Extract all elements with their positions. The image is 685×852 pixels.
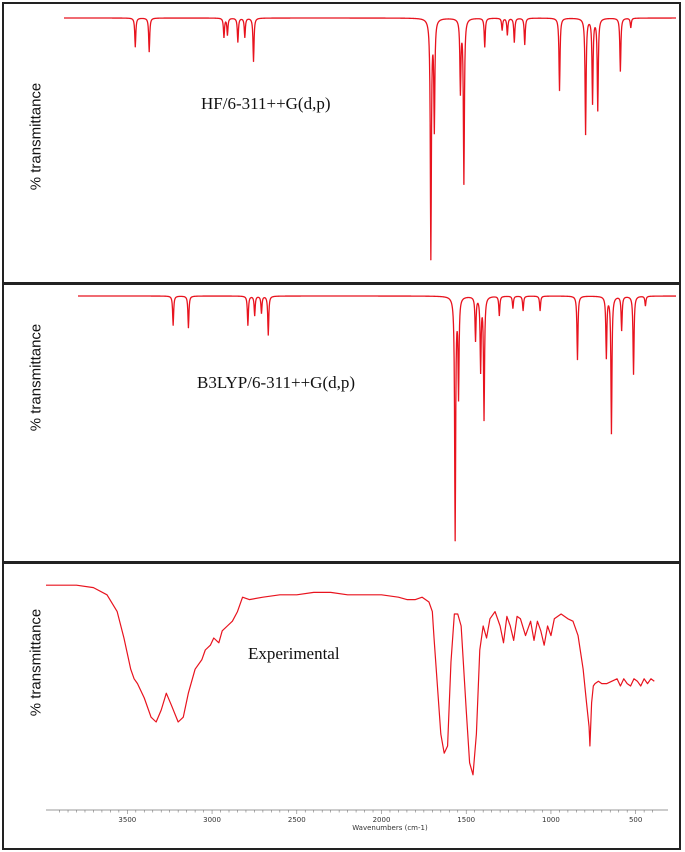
peak-point xyxy=(605,356,607,358)
hf-spectrum-panel: % transmittance HF/6-311++G(d,p) xyxy=(2,2,681,284)
x-tick-label: 3000 xyxy=(203,816,221,824)
peak-point xyxy=(619,70,621,72)
experimental-spectrum-plot: 3500 3000 2500 2000 1500 1000 500 Wavenumbers (… xyxy=(46,584,668,832)
peak-point xyxy=(644,305,647,307)
peak-point xyxy=(463,181,465,184)
b3lyp-panel-title: B3LYP/6-311++G(d,p) xyxy=(197,373,356,392)
x-tick-label: 500 xyxy=(629,816,642,824)
peak-point xyxy=(539,310,541,312)
peak-point xyxy=(584,133,587,135)
peak-point xyxy=(498,315,500,317)
peak-point xyxy=(244,36,246,38)
hf-panel-title: HF/6-311++G(d,p) xyxy=(201,94,331,113)
peak-point xyxy=(513,41,515,43)
experimental-panel-title: Experimental xyxy=(248,644,340,663)
peak-point xyxy=(591,102,594,104)
peak-point xyxy=(632,373,635,375)
peak-point xyxy=(254,315,256,317)
peak-point xyxy=(501,29,503,31)
x-tick-label: 1500 xyxy=(457,816,475,824)
x-tick-label: 2500 xyxy=(288,816,306,824)
peak-point xyxy=(558,90,561,92)
peak-point xyxy=(134,46,136,48)
peak-point xyxy=(226,34,229,36)
peak-point xyxy=(597,109,599,111)
peak-point xyxy=(237,41,239,43)
peak-point xyxy=(522,310,524,312)
peak-point xyxy=(483,417,485,420)
peak-point xyxy=(252,60,255,63)
experimental-spectrum-panel: 3500 3000 2500 2000 1500 1000 500 Wavenumbers (… xyxy=(2,562,681,850)
peak-point xyxy=(506,34,508,36)
peak-point xyxy=(630,27,632,29)
peak-point xyxy=(247,324,249,326)
hf-spectrum-plot xyxy=(64,17,676,261)
peak-point xyxy=(512,307,514,309)
peak-point xyxy=(576,359,579,361)
spectrum-line-experimental xyxy=(46,584,655,776)
peak-point xyxy=(148,51,150,53)
peak-point xyxy=(430,259,432,261)
peak-point xyxy=(223,36,225,38)
peak-point xyxy=(480,368,482,371)
x-tick-label: 1000 xyxy=(542,816,560,824)
peak-point xyxy=(524,44,526,46)
peak-point xyxy=(260,312,263,314)
peak-point xyxy=(484,46,486,48)
peak-point xyxy=(457,393,460,395)
peak-point xyxy=(621,329,623,331)
peak-point xyxy=(433,126,435,128)
hf-y-axis-label: % transmittance xyxy=(27,82,45,191)
peak-point xyxy=(474,339,477,341)
peak-point xyxy=(610,432,613,434)
b3lyp-y-axis-label: % transmittance xyxy=(27,323,45,432)
b3lyp-spectrum-panel: % transmittance B3LYP/6-311++G(d,p) xyxy=(2,283,681,563)
x-axis-label: Wavenumbers (cm-1) xyxy=(352,824,428,832)
experimental-y-axis-label: % transmittance xyxy=(27,608,45,717)
peak-point xyxy=(454,540,456,542)
peak-point xyxy=(187,327,190,329)
x-tick-label: 2000 xyxy=(373,816,391,824)
x-tick-label: 3500 xyxy=(118,816,136,824)
peak-point xyxy=(267,334,269,336)
peak-point xyxy=(172,324,174,326)
b3lyp-spectrum-plot xyxy=(78,295,676,542)
spectrum-line-1 xyxy=(78,295,676,542)
peak-point xyxy=(459,90,462,92)
spectrum-line-0 xyxy=(64,17,676,261)
